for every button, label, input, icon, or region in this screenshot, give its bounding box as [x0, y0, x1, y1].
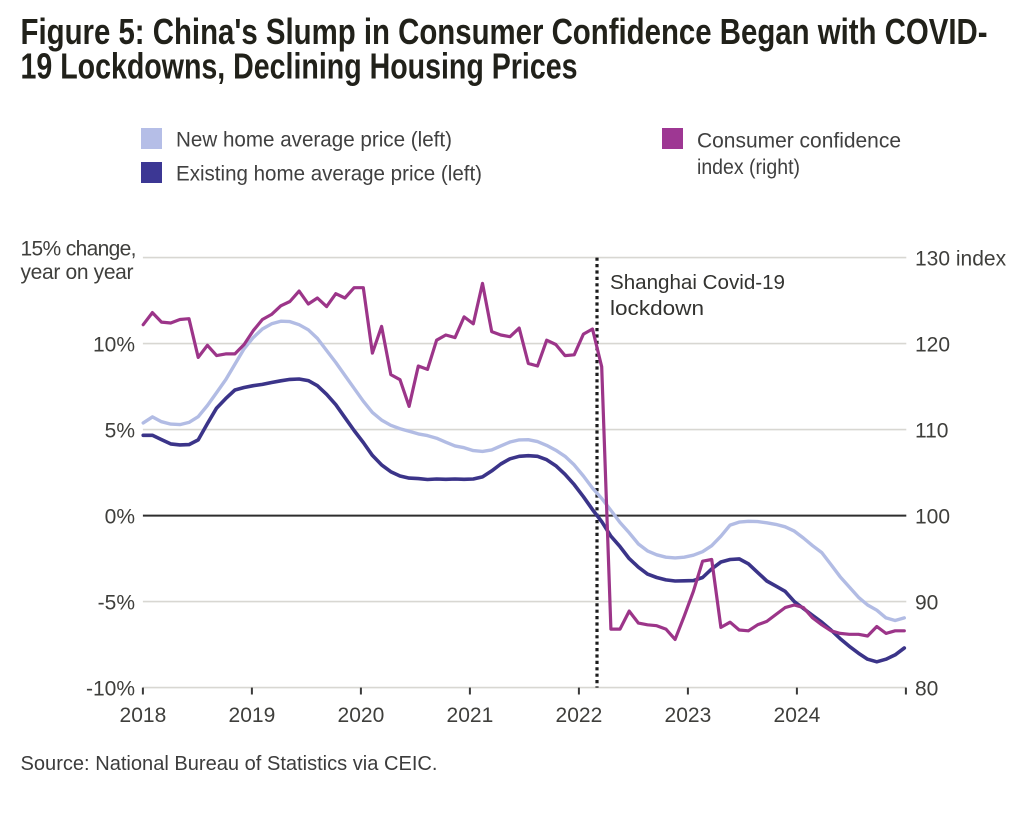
svg-text:110: 110 — [915, 419, 948, 442]
svg-text:2024: 2024 — [774, 704, 821, 727]
svg-text:2023: 2023 — [665, 704, 712, 727]
svg-text:0%: 0% — [105, 505, 135, 528]
svg-text:5%: 5% — [105, 419, 135, 442]
svg-text:-10%: -10% — [86, 677, 135, 700]
svg-text:10%: 10% — [93, 333, 135, 356]
svg-text:130 index: 130 index — [915, 247, 1007, 270]
svg-text:2021: 2021 — [447, 704, 494, 727]
svg-text:Shanghai Covid-19: Shanghai Covid-19 — [610, 272, 785, 294]
svg-text:Existing home average price (l: Existing home average price (left) — [176, 163, 482, 186]
svg-text:lockdown: lockdown — [610, 298, 704, 320]
svg-text:90: 90 — [915, 591, 938, 614]
svg-text:15% change,: 15% change, — [21, 238, 137, 261]
svg-text:2022: 2022 — [556, 704, 603, 727]
svg-text:80: 80 — [915, 677, 938, 700]
svg-text:19 Lockdowns, Declining Housin: 19 Lockdowns, Declining Housing Prices — [21, 45, 578, 86]
svg-text:Source: National Bureau of Sta: Source: National Bureau of Statistics vi… — [21, 753, 438, 775]
svg-text:2020: 2020 — [338, 704, 385, 727]
svg-text:2018: 2018 — [120, 704, 167, 727]
svg-text:120: 120 — [915, 333, 950, 356]
svg-text:Consumer confidence: Consumer confidence — [697, 130, 901, 153]
svg-text:index (right): index (right) — [697, 156, 800, 179]
svg-text:Figure 5: China's Slump in Con: Figure 5: China's Slump in Consumer Conf… — [21, 11, 988, 52]
svg-text:-5%: -5% — [98, 591, 135, 614]
svg-text:year on year: year on year — [21, 261, 134, 284]
svg-text:100: 100 — [915, 505, 950, 528]
svg-text:2019: 2019 — [229, 704, 276, 727]
svg-text:New home average price (left): New home average price (left) — [176, 129, 452, 152]
